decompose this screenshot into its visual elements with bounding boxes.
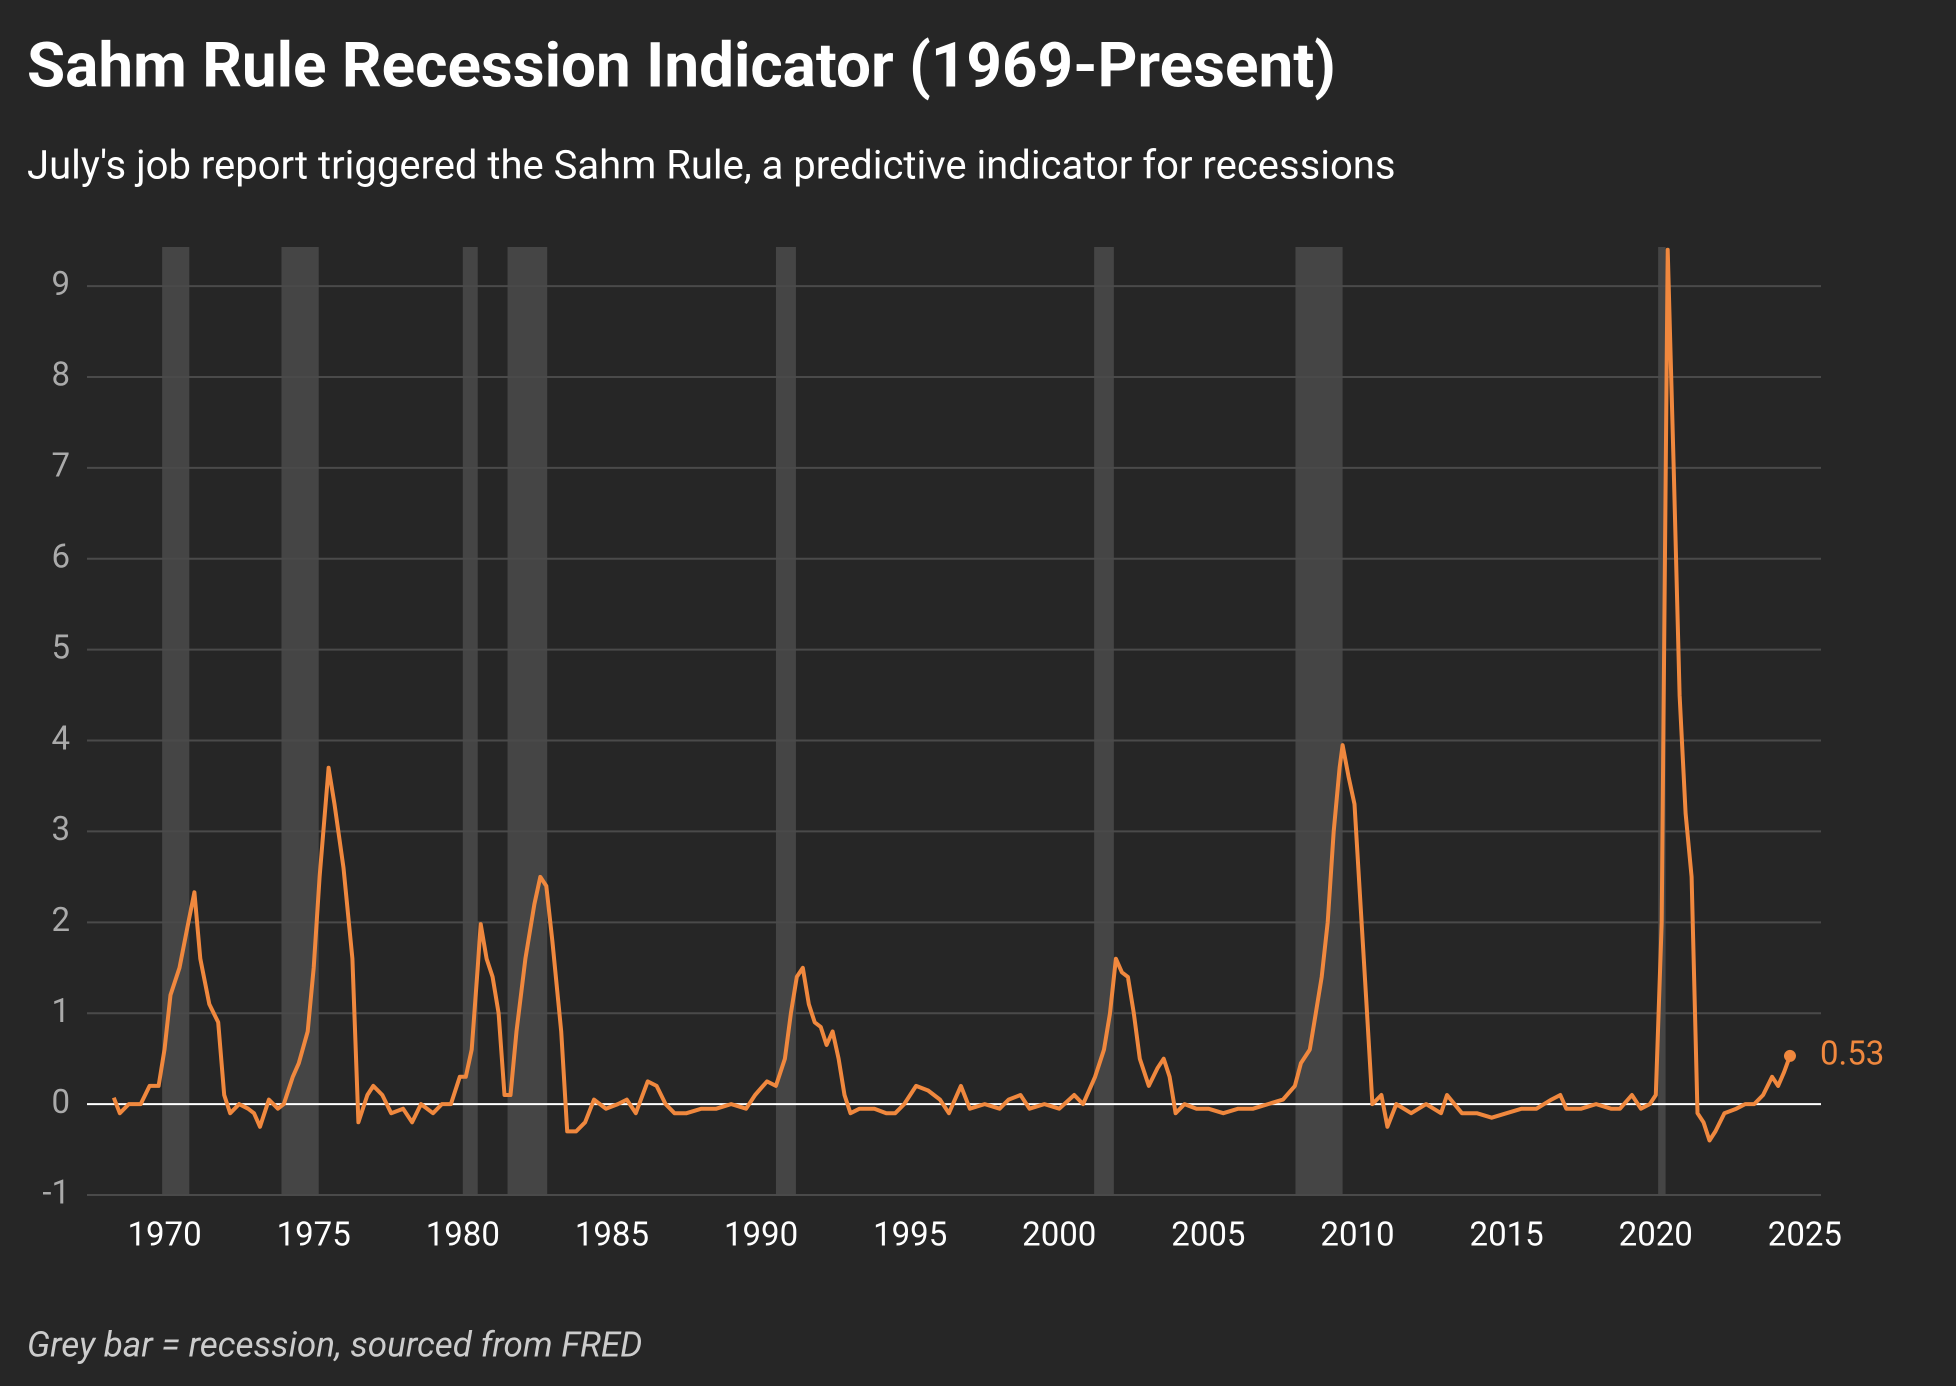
chart-title: Sahm Rule Recession Indicator (1969-Pres…	[27, 29, 1336, 102]
y-tick-label: 6	[51, 537, 70, 576]
y-tick-label: 5	[51, 628, 70, 667]
recession-bar	[281, 247, 319, 1195]
x-tick-label: 2020	[1619, 1216, 1693, 1255]
y-tick-label: 2	[51, 901, 70, 940]
end-label: 0.53	[1820, 1035, 1884, 1074]
recession-bar	[162, 247, 190, 1195]
chart-subtitle: July's job report triggered the Sahm Rul…	[27, 142, 1396, 189]
y-tick-label: 9	[51, 265, 70, 304]
line	[111, 247, 1792, 1143]
x-tick-label: 1975	[277, 1216, 351, 1255]
x-tick-label: 2025	[1768, 1216, 1842, 1255]
y-tick-label: 0	[51, 1083, 70, 1122]
x-tick-label: 1990	[724, 1216, 798, 1255]
x-tick-label: 1980	[426, 1216, 500, 1255]
x-tick-label: 1970	[127, 1216, 201, 1255]
x-tick-label: 2005	[1171, 1216, 1245, 1255]
end-point	[1783, 1049, 1796, 1062]
y-tick-label: -1	[42, 1174, 70, 1213]
x-tick-label: 1985	[575, 1216, 649, 1255]
y-tick-label: 8	[51, 356, 70, 395]
y-tick-label: 4	[51, 719, 70, 758]
recession-bar	[775, 247, 796, 1195]
x-tick-label: 1995	[873, 1216, 947, 1255]
recession-bar	[462, 247, 478, 1195]
x-tick-label: 2000	[1022, 1216, 1096, 1255]
footnote: Grey bar = recession, sourced from FRED	[27, 1324, 642, 1365]
recession-bar	[1094, 247, 1114, 1195]
y-tick-label: 7	[51, 447, 70, 486]
y-tick-label: 1	[51, 992, 70, 1031]
recession-bar	[1295, 247, 1343, 1195]
x-tick-label: 2015	[1470, 1216, 1544, 1255]
x-tick-label: 2010	[1320, 1216, 1394, 1255]
y-tick-label: 3	[51, 810, 70, 849]
